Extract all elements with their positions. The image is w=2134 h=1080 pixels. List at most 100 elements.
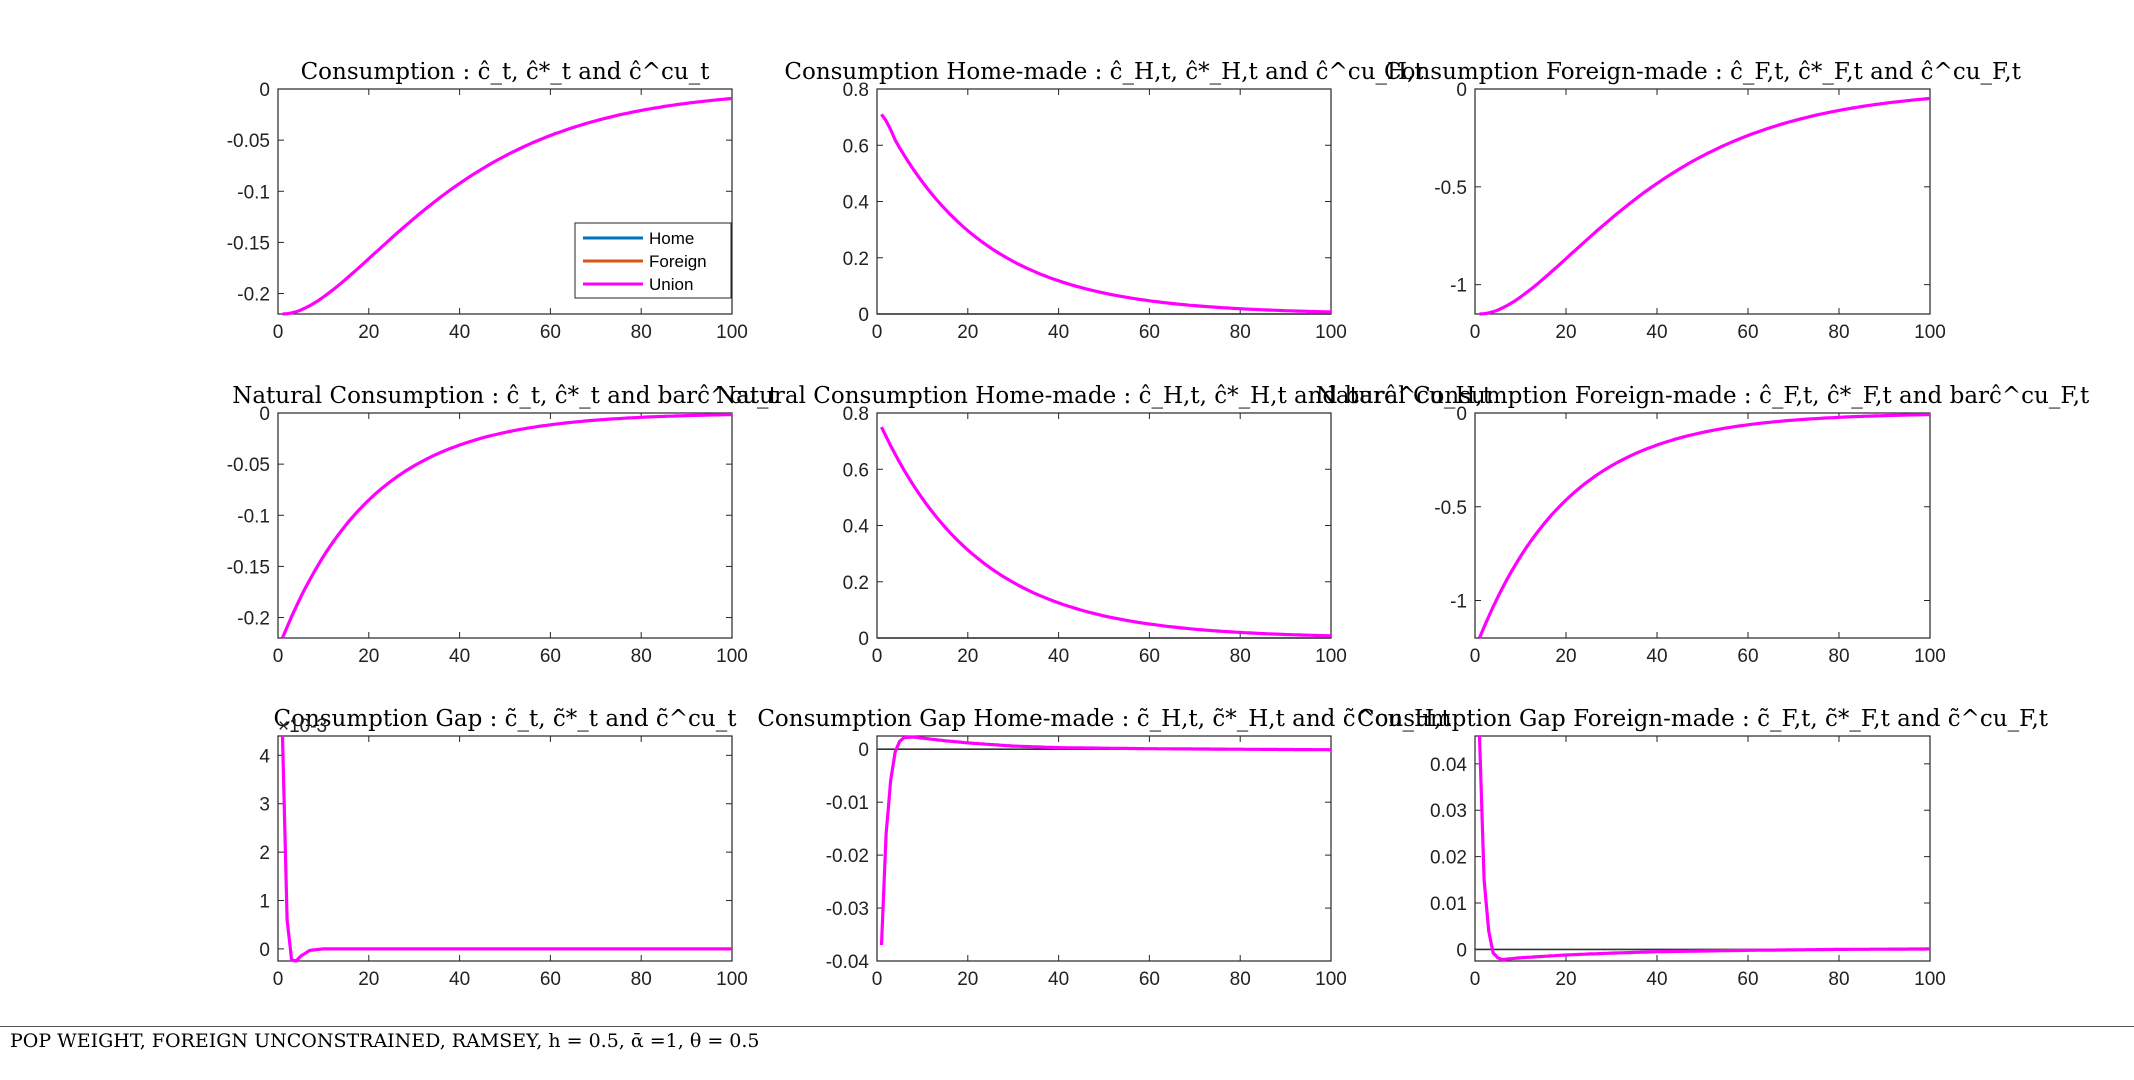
plot-title: Consumption Foreign-made : ĉ_F,t, ĉ*_F,t… (1384, 59, 2022, 85)
y-tick-label: -0.15 (227, 557, 270, 578)
x-tick-label: 60 (1139, 322, 1160, 343)
y-tick-label: 3 (259, 795, 270, 816)
plot-title: Consumption Gap Home-made : c̃_H,t, c̃*_… (757, 706, 1451, 732)
y-tick-label: 0.8 (843, 404, 869, 425)
plot-title: Natural Consumption Home-made : ĉ_H,t, ĉ… (716, 383, 1493, 409)
x-tick-label: 40 (1646, 969, 1667, 990)
plot-title: Consumption : ĉ_t, ĉ*_t and ĉ^cu_t (301, 59, 711, 85)
y-tick-label: 0.2 (843, 249, 869, 270)
subplot-8: Consumption Gap Home-made : c̃_H,t, c̃*_… (757, 706, 1451, 990)
x-tick-label: 100 (1914, 322, 1946, 343)
y-tick-label: -0.5 (1434, 498, 1467, 519)
y-tick-label: 0.6 (843, 460, 869, 481)
y-tick-label: 4 (259, 746, 270, 767)
x-tick-label: 0 (273, 969, 284, 990)
x-tick-label: 100 (1914, 969, 1946, 990)
x-tick-label: 0 (1470, 969, 1481, 990)
x-tick-label: 100 (1315, 646, 1347, 667)
plot-title: Consumption Gap : c̃_t, c̃*_t and c̃^cu_… (274, 706, 738, 732)
axes-frame (1474, 412, 1931, 639)
union-series-line (880, 426, 1332, 638)
x-tick-label: 20 (358, 322, 379, 343)
y-tick-label: 0.2 (843, 573, 869, 594)
x-tick-label: 80 (1828, 646, 1849, 667)
legend-label-foreign: Foreign (649, 252, 707, 271)
y-tick-label: -0.5 (1434, 178, 1467, 199)
y-tick-label: -0.03 (826, 899, 869, 920)
axes-frame (277, 412, 733, 639)
x-tick-label: 20 (358, 646, 379, 667)
x-tick-label: 100 (716, 969, 748, 990)
x-tick-label: 40 (1048, 322, 1069, 343)
x-tick-label: 0 (872, 322, 883, 343)
y-tick-label: -1 (1450, 276, 1467, 297)
union-series-line (1477, 735, 1930, 962)
x-tick-label: 80 (631, 969, 652, 990)
y-tick-label: -0.01 (826, 793, 869, 814)
x-tick-label: 20 (957, 646, 978, 667)
subplot-6: Natural Consumption Foreign-made : ĉ_F,t… (1316, 383, 2090, 667)
x-tick-label: 60 (1737, 646, 1758, 667)
union-series-line (282, 96, 733, 316)
axes-frame (1474, 88, 1931, 315)
subplot-4: Natural Consumption : ĉ_t, ĉ*_t and barĉ… (227, 383, 779, 667)
subplot-9: Consumption Gap Foreign-made : c̃_F,t, c… (1357, 706, 2049, 990)
y-tick-label: -0.1 (237, 182, 270, 203)
y-tick-label: 2 (259, 843, 270, 864)
axes-frame (277, 88, 733, 315)
x-tick-label: 40 (1048, 969, 1069, 990)
union-series-line (281, 413, 733, 639)
x-tick-label: 100 (1315, 322, 1347, 343)
y-tick-label: 0.6 (843, 136, 869, 157)
plot-title: Consumption Home-made : ĉ_H,t, ĉ*_H,t an… (784, 59, 1424, 85)
subplot-1: Consumption : ĉ_t, ĉ*_t and ĉ^cu_t 0 20 40 6… (227, 59, 748, 343)
legend-label-union: Union (649, 275, 693, 294)
x-tick-label: 60 (1737, 969, 1758, 990)
axes-frame (876, 735, 1332, 962)
y-tick-label: 0.4 (843, 193, 870, 214)
y-tick-label: 0.01 (1430, 894, 1467, 915)
y-tick-label: -0.1 (237, 506, 270, 527)
x-tick-label: 0 (1470, 322, 1481, 343)
x-tick-label: 0 (273, 322, 284, 343)
axes-frame (277, 735, 733, 962)
x-tick-label: 60 (540, 646, 561, 667)
x-tick-label: 20 (1555, 969, 1576, 990)
x-tick-label: 60 (1139, 969, 1160, 990)
plot-title: Consumption Gap Foreign-made : c̃_F,t, c… (1357, 706, 2049, 732)
x-tick-label: 0 (872, 969, 883, 990)
legend-label-home: Home (649, 229, 694, 248)
y-tick-label: 0 (259, 404, 270, 425)
y-tick-label: -0.04 (826, 952, 870, 973)
x-tick-label: 0 (273, 646, 284, 667)
y-tick-label: 0.4 (843, 517, 870, 538)
y-tick-label: 0 (259, 940, 270, 961)
y-tick-label: 0 (858, 740, 869, 761)
x-tick-label: 80 (1828, 969, 1849, 990)
union-series-line (280, 735, 732, 963)
y-tick-label: 1 (259, 892, 270, 913)
y-tick-label: 0.8 (843, 80, 869, 101)
plot-title: Natural Consumption : ĉ_t, ĉ*_t and barĉ… (232, 383, 778, 409)
x-tick-label: 40 (1646, 322, 1667, 343)
footer-divider (0, 1026, 2134, 1027)
union-series-line (880, 113, 1332, 314)
union-series-line (1478, 413, 1931, 639)
subplot-3: Consumption Foreign-made : ĉ_F,t, ĉ*_F,t… (1384, 59, 2022, 343)
x-tick-label: 60 (540, 322, 561, 343)
union-series-line (879, 735, 1331, 946)
y-exponent-label: ×10-3 (278, 716, 327, 737)
x-tick-label: 60 (1737, 322, 1758, 343)
y-tick-label: 0 (1456, 80, 1467, 101)
x-tick-label: 60 (540, 969, 561, 990)
x-tick-label: 20 (957, 322, 978, 343)
x-tick-label: 60 (1139, 646, 1160, 667)
x-tick-label: 40 (449, 646, 470, 667)
x-tick-label: 0 (1470, 646, 1481, 667)
y-tick-label: 0 (1456, 940, 1467, 961)
y-tick-label: -1 (1450, 592, 1467, 613)
x-tick-label: 20 (1555, 322, 1576, 343)
x-tick-label: 20 (957, 969, 978, 990)
y-tick-label: 0 (858, 305, 869, 326)
